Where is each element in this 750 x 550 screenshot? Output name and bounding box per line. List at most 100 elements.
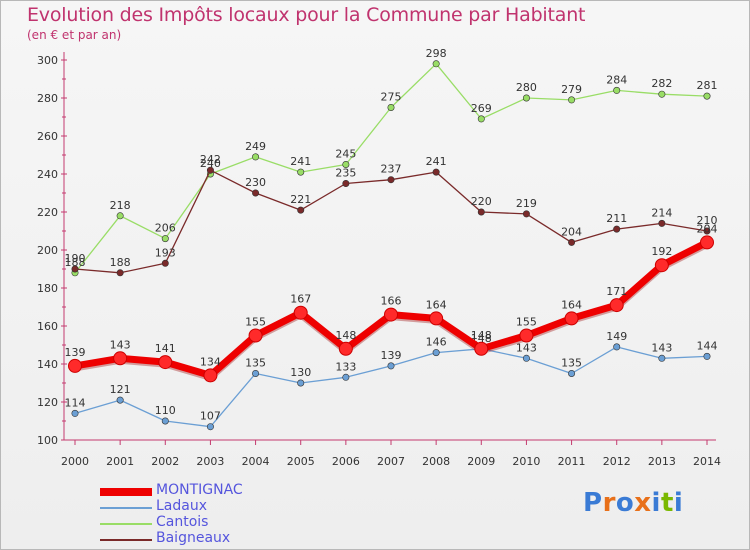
y-tick-label: 200 bbox=[37, 244, 58, 257]
logo-letter: x bbox=[634, 488, 652, 518]
legend-label-montignac: MONTIGNAC bbox=[156, 482, 243, 498]
legend-item-ladaux: Ladaux bbox=[100, 498, 360, 516]
data-point bbox=[658, 219, 666, 227]
data-label: 164 bbox=[426, 298, 447, 311]
data-point bbox=[342, 161, 350, 169]
x-tick-label: 2014 bbox=[693, 455, 721, 468]
data-point bbox=[342, 373, 350, 381]
data-point bbox=[700, 235, 714, 250]
data-label: 193 bbox=[155, 246, 176, 259]
data-point bbox=[384, 307, 398, 322]
data-label: 167 bbox=[290, 293, 311, 306]
data-label: 192 bbox=[651, 245, 672, 258]
data-label: 114 bbox=[65, 396, 86, 409]
data-label: 139 bbox=[65, 346, 86, 359]
data-label: 171 bbox=[606, 285, 627, 298]
x-tick-label: 2010 bbox=[512, 455, 540, 468]
data-label: 188 bbox=[110, 256, 131, 269]
data-label: 249 bbox=[245, 140, 266, 153]
legend-item-cantois: Cantois bbox=[100, 514, 360, 532]
data-label: 135 bbox=[245, 357, 266, 370]
data-label: 155 bbox=[516, 316, 537, 329]
data-point bbox=[568, 96, 576, 104]
data-point bbox=[206, 166, 214, 174]
legend-swatch-ladaux bbox=[100, 507, 152, 509]
data-point bbox=[568, 238, 576, 246]
data-point bbox=[432, 168, 440, 176]
data-point bbox=[252, 369, 260, 377]
data-label: 143 bbox=[651, 341, 672, 354]
x-tick-label: 2004 bbox=[242, 455, 270, 468]
data-point bbox=[297, 379, 305, 387]
y-tick-label: 280 bbox=[37, 92, 58, 105]
data-point bbox=[161, 417, 169, 425]
data-label: 110 bbox=[155, 404, 176, 417]
data-point bbox=[252, 189, 260, 197]
data-label: 218 bbox=[110, 199, 131, 212]
data-point bbox=[387, 362, 395, 370]
data-label: 134 bbox=[200, 355, 221, 368]
legend-swatch-baigneaux bbox=[100, 539, 152, 541]
data-label: 144 bbox=[697, 339, 718, 352]
data-point bbox=[342, 180, 350, 188]
legend-label-cantois: Cantois bbox=[156, 514, 209, 530]
data-label: 284 bbox=[606, 73, 627, 86]
data-point bbox=[203, 368, 218, 383]
y-tick-label: 100 bbox=[37, 434, 58, 447]
series-montignac: 139 143 141 134 155 167 148 166 164 148 155 164 171 1… bbox=[65, 222, 718, 383]
x-tick-label: 2012 bbox=[603, 455, 631, 468]
data-label: 275 bbox=[381, 91, 402, 104]
data-label: 133 bbox=[335, 360, 356, 373]
data-point bbox=[116, 269, 124, 277]
data-label: 188 bbox=[65, 256, 86, 269]
x-tick-label: 2005 bbox=[287, 455, 315, 468]
data-point bbox=[613, 86, 621, 94]
data-point bbox=[432, 60, 440, 68]
y-tick-label: 300 bbox=[37, 54, 58, 67]
data-point bbox=[338, 341, 353, 356]
data-point bbox=[474, 341, 489, 356]
data-point bbox=[116, 212, 124, 220]
data-label: 211 bbox=[606, 212, 627, 225]
data-point bbox=[477, 115, 485, 123]
data-point bbox=[432, 349, 440, 357]
data-point bbox=[522, 210, 530, 218]
data-label: 282 bbox=[651, 77, 672, 90]
logo-letter: r bbox=[602, 488, 616, 518]
data-point bbox=[293, 305, 308, 320]
data-point bbox=[252, 153, 260, 161]
data-label: 149 bbox=[606, 330, 627, 343]
data-point bbox=[116, 396, 124, 404]
data-point bbox=[654, 258, 669, 273]
y-tick-label: 160 bbox=[37, 320, 58, 333]
x-tick-label: 2013 bbox=[648, 455, 676, 468]
data-point bbox=[477, 208, 485, 216]
x-tick-label: 2001 bbox=[106, 455, 134, 468]
y-tick-label: 260 bbox=[37, 130, 58, 143]
data-label: 210 bbox=[697, 214, 718, 227]
logo-letter: i bbox=[673, 488, 684, 518]
data-point bbox=[297, 206, 305, 214]
data-label: 235 bbox=[335, 167, 356, 180]
data-label: 139 bbox=[381, 349, 402, 362]
data-point bbox=[564, 311, 579, 326]
y-tick-label: 120 bbox=[37, 396, 58, 409]
data-label: 204 bbox=[697, 222, 718, 235]
logo-letter: P bbox=[583, 488, 603, 518]
data-point bbox=[387, 104, 395, 112]
x-tick-label: 2000 bbox=[61, 455, 89, 468]
data-point bbox=[161, 259, 169, 267]
legend-item-baigneaux: Baigneaux bbox=[100, 530, 360, 548]
x-tick-label: 2008 bbox=[422, 455, 450, 468]
data-point bbox=[387, 176, 395, 184]
legend-item-montignac: MONTIGNAC bbox=[100, 482, 360, 500]
data-label: 148 bbox=[471, 329, 492, 342]
x-tick-label: 2002 bbox=[151, 455, 179, 468]
data-label: 230 bbox=[245, 176, 266, 189]
chart-subtitle: (en € et par an) bbox=[27, 28, 122, 42]
data-point bbox=[568, 369, 576, 377]
data-label: 242 bbox=[200, 153, 221, 166]
logo-letter: o bbox=[615, 488, 635, 518]
x-tick-label: 2011 bbox=[558, 455, 586, 468]
